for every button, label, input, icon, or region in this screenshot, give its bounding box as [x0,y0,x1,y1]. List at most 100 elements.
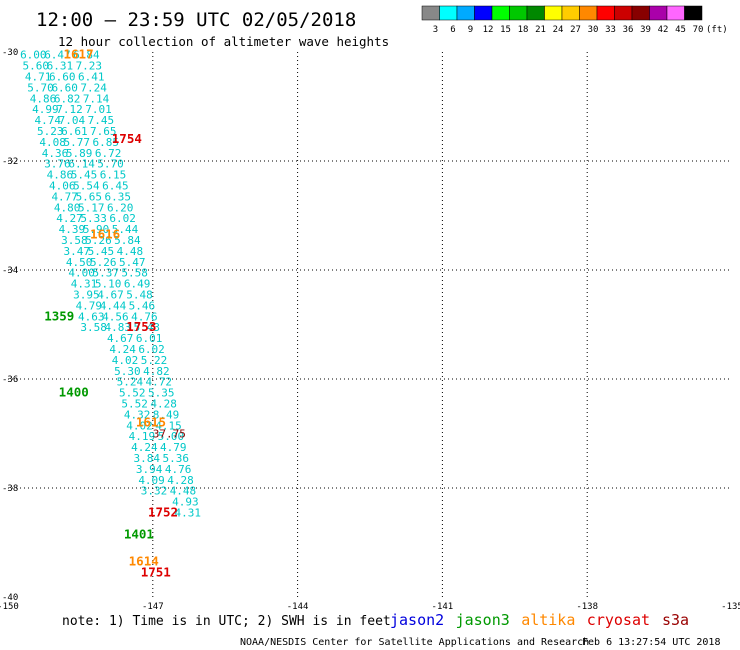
wave-height-value: 4.36 [42,147,69,160]
wave-height-value: 4.67 [97,289,124,302]
wave-height-value: 7.12 [56,103,82,116]
wave-height-value: 4.74 [35,114,62,127]
wave-height-value: 4.86 [47,169,74,182]
wave-height-value: 4.50 [66,256,93,269]
wave-height-value: 4.82 [143,365,170,378]
colorbar-label: 36 [623,25,634,35]
wave-height-value: 5.45 [88,245,115,258]
wave-height-value: 5.37 [92,267,119,280]
wave-height-value: 6.20 [107,201,133,214]
colorbar: 3 6 9 12 15 18 21 24 27 30 33 36 39 42 45 70 (ft) [421,5,728,35]
wave-height-value: 4.48 [117,245,144,258]
wave-height-value: 5.43 [133,321,160,334]
wave-height-value: 3.58 [61,234,88,247]
wave-height-value: 4.44 [100,299,127,312]
colorbar-label: 39 [640,25,651,35]
colorbar-label: 3 [433,25,438,35]
wave-height-value: 5.22 [141,354,168,367]
pass-time-label: 1754 [112,131,142,146]
chart-title: 12:00 – 23:59 UTC 02/05/2018 [36,9,356,31]
wave-height-value: 7.45 [88,114,115,127]
colorbar-unit: (ft) [706,25,728,35]
pass-time-label: 1359 [44,308,74,323]
wave-height-value: 4.24 [109,343,136,356]
wave-height-value: 4.72 [146,376,173,389]
wave-height-value: 6.01 [136,332,163,345]
wave-height-value: 7.04 [59,114,86,127]
wave-height-value: 4.28 [167,474,194,487]
wave-height-value: 6.60 [49,71,76,84]
plot-axes: -150 -147 -144 -141 -138 -135 -30 -32 -34 -36 -38 -… [0,48,740,612]
wave-height-value: 5.52 [121,398,148,411]
colorbar-label: 12 [483,25,494,35]
wave-height-value: 6.85 [92,136,119,149]
x-tick-label: -138 [576,602,598,612]
pass-time-labels: 1617 1754 1616 1359 1753 1400 1615 1752 1401 1614… [44,47,178,580]
wave-height-value: 6.82 [54,92,81,105]
colorbar-swatch [631,5,650,21]
y-tick-label: -34 [2,266,18,276]
wave-height-value: 6.72 [95,147,122,160]
x-tick-label: -144 [287,602,309,612]
wave-height-value: 4.48 [170,485,197,498]
wave-height-value: 5.77 [64,136,91,149]
wave-height-value: 5.65 [76,190,103,203]
colorbar-label: 6 [450,25,455,35]
wave-height-value: 6.49 [124,278,151,291]
wave-height-value: 4.31 [175,507,202,520]
wave-height-value: 4.24 [131,441,158,454]
footer-timestamp: Feb 6 13:27:54 UTC 2018 [582,637,720,648]
colorbar-swatch [456,5,475,21]
wave-height-value: 5.44 [112,223,139,236]
wave-height-value: 3.84 [133,452,160,465]
colorbar-label: 24 [553,25,564,35]
pass-time-label: 1614 [129,554,159,569]
colorbar-label: 30 [588,25,599,35]
wave-height-value: 5.89 [66,147,93,160]
wave-height-value: 7.01 [85,103,112,116]
colorbar-label: 18 [518,25,529,35]
wave-height-value: 6.15 [100,169,127,182]
pass-time-label: 1617 [64,47,94,62]
wave-height-value: 4.39 [59,223,86,236]
wave-height-value: 3.47 [64,245,91,258]
wave-height-value: 5.84 [114,234,141,247]
pass-time-label: 1616 [90,227,120,242]
wave-height-value: 6.41 [78,71,105,84]
wave-height-value: 4.67 [107,332,133,345]
wave-height-value: 5.46 [129,299,156,312]
wave-height-value: 6.47 [44,49,70,62]
colorbar-label: 9 [468,25,473,35]
colorbar-label: 70 [693,25,704,35]
wave-height-value: 3.94 [136,463,163,476]
wave-height-value: 5.90 [83,223,110,236]
wave-height-value: 6.31 [47,60,74,73]
wave-height-value: 5.58 [121,267,148,280]
wave-height-value: 5.70 [97,158,124,171]
wave-height-value: 4.09 [138,474,165,487]
y-tick-label: -36 [2,375,18,385]
wave-height-value: 6.35 [105,190,131,203]
wave-height-value: 5.48 [126,289,152,302]
x-tick-label: -141 [432,602,454,612]
wave-height-value: 4.63 [78,310,105,323]
colorbar-label: 45 [675,25,686,35]
pass-time-label: 1400 [59,385,89,400]
wave-height-value: 5.47 [119,256,146,269]
satellite-legend-cryosat: cryosat [587,611,650,629]
wave-height-value: 4.76 [131,310,158,323]
wave-height-value: 3.58 [80,321,107,334]
satellite-legend-s3a: s3a [662,611,689,629]
satellite-legend-altika: altika [521,611,575,629]
x-tick-label: -135 [721,602,740,612]
colorbar-swatch [596,5,615,21]
wave-height-value: 4.71 [25,71,52,84]
wave-height-value: 5.54 [73,180,100,193]
pass-time-label: 1752 [148,505,178,520]
pass-time-label: 1751 [141,564,171,579]
wave-height-value: 6.02 [138,343,165,356]
wave-height-value: 6.00 [20,49,47,62]
wave-height-value: 8.49 [153,408,180,421]
colorbar-label: 42 [658,25,669,35]
y-tick-label: -32 [2,157,18,167]
